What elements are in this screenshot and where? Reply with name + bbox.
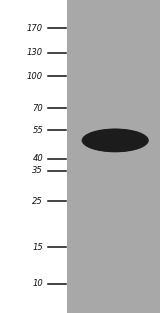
Ellipse shape [82, 129, 148, 152]
Ellipse shape [102, 136, 129, 145]
Ellipse shape [112, 139, 119, 141]
Text: 70: 70 [32, 104, 43, 113]
Ellipse shape [88, 131, 143, 150]
Ellipse shape [100, 135, 130, 146]
Ellipse shape [106, 137, 124, 144]
Ellipse shape [96, 134, 135, 147]
Ellipse shape [84, 129, 146, 151]
Ellipse shape [105, 137, 125, 144]
Ellipse shape [101, 135, 129, 146]
Ellipse shape [88, 131, 142, 150]
Ellipse shape [90, 131, 140, 149]
Text: 55: 55 [32, 126, 43, 135]
Text: 100: 100 [27, 72, 43, 81]
Bar [67, 0, 160, 313]
Ellipse shape [110, 139, 120, 142]
Text: 25: 25 [32, 197, 43, 206]
Ellipse shape [111, 139, 119, 142]
Text: 15: 15 [32, 243, 43, 252]
Text: 40: 40 [32, 154, 43, 163]
Text: 130: 130 [27, 48, 43, 57]
Ellipse shape [108, 138, 122, 143]
Ellipse shape [86, 130, 145, 151]
Ellipse shape [85, 130, 145, 151]
Ellipse shape [108, 138, 123, 143]
Ellipse shape [93, 133, 137, 148]
Ellipse shape [98, 134, 133, 147]
Ellipse shape [87, 130, 144, 151]
Ellipse shape [107, 137, 124, 143]
Ellipse shape [95, 133, 135, 147]
Text: 170: 170 [27, 24, 43, 33]
Ellipse shape [103, 136, 128, 145]
Text: 10: 10 [32, 279, 43, 288]
Ellipse shape [103, 136, 127, 145]
Bar [0, 0, 67, 313]
Ellipse shape [92, 132, 138, 148]
Text: 35: 35 [32, 166, 43, 175]
Ellipse shape [94, 133, 136, 148]
Ellipse shape [104, 136, 126, 144]
Ellipse shape [82, 129, 149, 152]
Ellipse shape [97, 134, 134, 147]
Ellipse shape [99, 135, 131, 146]
Ellipse shape [109, 138, 121, 142]
Ellipse shape [83, 129, 147, 152]
Ellipse shape [91, 132, 140, 149]
Ellipse shape [92, 132, 139, 149]
Ellipse shape [98, 135, 132, 146]
Ellipse shape [89, 131, 141, 150]
